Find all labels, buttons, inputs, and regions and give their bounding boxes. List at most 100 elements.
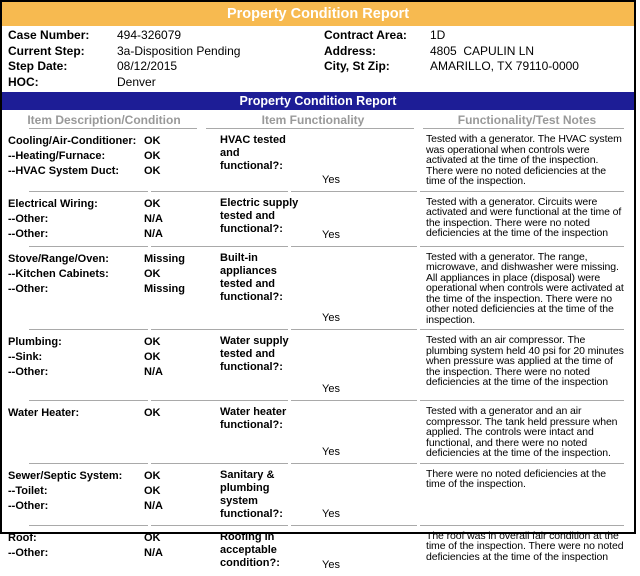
item-condition: OK — [144, 267, 161, 280]
item-line: Sewer/Septic System: OK — [8, 469, 212, 484]
item-condition: OK — [144, 135, 161, 147]
hoc-row: HOC: Denver — [8, 75, 318, 91]
test-notes: There were no noted deficiencies at the … — [426, 467, 606, 490]
current-step-row: Current Step: 3a-Disposition Pending — [8, 44, 318, 60]
item-functionality-cell: Water supply tested and functional?: Yes — [212, 335, 422, 396]
item-condition: N/A — [144, 212, 163, 225]
functionality-question: Electric supply tested and functional?: — [220, 196, 299, 235]
item-label: Roof: — [8, 531, 37, 544]
functionality-question: Built-in appliances tested and functiona… — [220, 251, 283, 303]
contract-area-label: Contract Area: — [324, 28, 407, 42]
case-number-row: Case Number: 494-326079 — [8, 28, 318, 44]
item-condition: OK — [144, 165, 161, 177]
item-line: --Kitchen Cabinets: OK — [8, 267, 212, 282]
step-date-label: Step Date: — [8, 59, 68, 73]
functionality-question: Sanitary & plumbing system functional?: — [220, 468, 283, 520]
item-description-cell: Roof: OK --Other: N/A — [8, 531, 212, 572]
city-st-zip-value: AMARILLO, TX 79110-0000 — [430, 59, 579, 73]
table-row: Cooling/Air-Conditioner: OK --Heating/Fu… — [2, 129, 634, 191]
row-divider — [2, 524, 634, 526]
item-label: --Other: — [8, 546, 49, 559]
item-label: --Other: — [8, 282, 49, 295]
item-description-cell: Plumbing: OK --Sink: OK --Other: N/A — [8, 335, 212, 396]
item-line: Plumbing: OK — [8, 335, 212, 350]
table-row: Plumbing: OK --Sink: OK --Other: N/A Wat… — [2, 330, 634, 400]
test-notes: The roof was in overall fair condition a… — [426, 529, 624, 563]
column-header-item-description: Item Description/Condition — [27, 113, 181, 127]
item-label: --Heating/Furnace: — [8, 150, 106, 162]
item-label: Plumbing: — [8, 336, 62, 348]
item-line: --Other: N/A — [8, 499, 212, 514]
item-description-cell: Cooling/Air-Conditioner: OK --Heating/Fu… — [8, 134, 212, 187]
item-condition: Missing — [144, 282, 185, 295]
item-condition: OK — [144, 484, 161, 497]
item-line: --Other: N/A — [8, 365, 212, 380]
row-divider — [2, 329, 634, 330]
case-info-left: Case Number: 494-326079 Current Step: 3a… — [2, 28, 318, 90]
current-step-value: 3a-Disposition Pending — [117, 43, 241, 58]
item-line: --Other: N/A — [8, 212, 212, 227]
item-functionality-cell: HVAC tested and functional?: Yes — [212, 134, 422, 187]
row-divider — [2, 400, 634, 401]
functionality-answer: Yes — [322, 383, 340, 395]
item-condition: N/A — [144, 366, 163, 378]
row-divider — [2, 245, 634, 247]
case-info-right: Contract Area: 1D Address: 4805 CAPULIN … — [318, 28, 634, 90]
functionality-answer: Yes — [322, 228, 340, 241]
item-condition: Missing — [144, 252, 185, 265]
city-st-zip-label: City, St Zip: — [324, 59, 390, 73]
test-notes: Tested with a generator. Circuits were a… — [426, 195, 622, 239]
item-label: --Other: — [8, 227, 49, 240]
case-number-value: 494-326079 — [117, 28, 182, 42]
item-line: Water Heater: OK — [8, 406, 212, 421]
contract-area-row: Contract Area: 1D — [324, 28, 634, 44]
column-header-item-functionality: Item Functionality — [261, 113, 365, 127]
table-row: Electrical Wiring: OK --Other: N/A --Oth… — [2, 192, 634, 246]
case-info-section: Case Number: 494-326079 Current Step: 3a… — [2, 26, 634, 92]
city-st-zip-row: City, St Zip: AMARILLO, TX 79110-0000 — [324, 59, 634, 75]
table-row: Water Heater: OK Water heater functional… — [2, 401, 634, 463]
item-label: Water Heater: — [8, 407, 80, 419]
item-condition: OK — [144, 531, 161, 544]
item-condition: N/A — [144, 546, 163, 559]
header-underline — [2, 128, 634, 129]
test-notes: Tested with a generator. The HVAC system… — [426, 133, 622, 187]
address-row: Address: 4805 CAPULIN LN — [324, 44, 634, 60]
item-description-cell: Sewer/Septic System: OK --Toilet: OK --O… — [8, 469, 212, 521]
current-step-label: Current Step: — [8, 43, 85, 58]
item-label: --Other: — [8, 366, 49, 378]
column-header-test-notes: Functionality/Test Notes — [457, 113, 597, 127]
title-banner: Property Condition Report — [2, 2, 634, 26]
step-date-value: 08/12/2015 — [117, 59, 178, 73]
item-line: --Other: N/A — [8, 227, 212, 242]
item-label: --Toilet: — [8, 484, 48, 497]
hoc-label: HOC: — [8, 74, 39, 89]
functionality-answer: Yes — [322, 173, 340, 186]
item-line: --Other: N/A — [8, 546, 212, 561]
item-label: Stove/Range/Oven: — [8, 252, 109, 265]
functionality-answer: Yes — [322, 312, 340, 324]
item-condition: OK — [144, 150, 161, 162]
item-condition: OK — [144, 407, 161, 419]
item-label: --HVAC System Duct: — [8, 165, 120, 177]
contract-area-value: 1D — [430, 28, 446, 42]
report-table-body: Cooling/Air-Conditioner: OK --Heating/Fu… — [2, 129, 634, 576]
item-line: Roof: OK — [8, 531, 212, 546]
step-date-row: Step Date: 08/12/2015 — [8, 59, 318, 75]
functionality-question: Water supply tested and functional?: — [220, 335, 289, 373]
functionality-answer: Yes — [322, 558, 340, 571]
case-number-label: Case Number: — [8, 28, 90, 42]
item-line: --Sink: OK — [8, 350, 212, 365]
functionality-answer: Yes — [322, 507, 340, 520]
functionality-question: Water heater functional?: — [220, 406, 287, 431]
item-condition: N/A — [144, 227, 163, 240]
item-line: --Toilet: OK — [8, 484, 212, 499]
table-row: Stove/Range/Oven: Missing --Kitchen Cabi… — [2, 247, 634, 330]
item-condition: OK — [144, 469, 161, 482]
item-description-cell: Water Heater: OK — [8, 406, 212, 459]
functionality-question: Roofing in acceptable condition?: — [220, 530, 280, 569]
item-description-cell: Electrical Wiring: OK --Other: N/A --Oth… — [8, 197, 212, 242]
table-header: Item Description/Condition Item Function… — [2, 110, 634, 128]
item-line: Stove/Range/Oven: Missing — [8, 252, 212, 267]
item-functionality-cell: Sanitary & plumbing system functional?: … — [212, 469, 422, 521]
